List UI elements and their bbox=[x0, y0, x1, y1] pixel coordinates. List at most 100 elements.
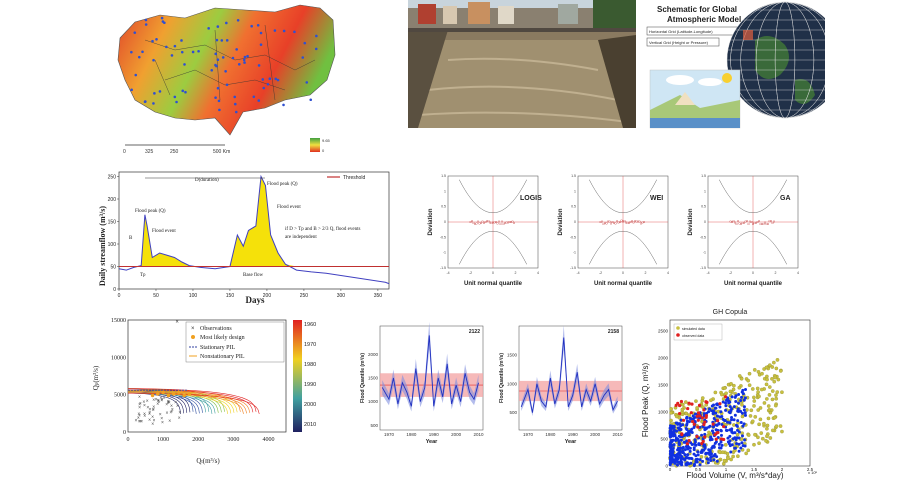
observation-point: × bbox=[168, 400, 171, 406]
simulated-point bbox=[752, 395, 756, 400]
station-dot bbox=[170, 54, 174, 57]
simulated-core-point bbox=[709, 456, 713, 460]
simulated-core-point bbox=[743, 413, 747, 417]
observation-point: × bbox=[140, 419, 143, 425]
deviation-ylabel: Deviation bbox=[688, 208, 694, 235]
observed-point bbox=[680, 433, 684, 437]
observation-point: × bbox=[148, 410, 151, 416]
simulated-core-point bbox=[677, 428, 681, 432]
x-tick-label: 2 bbox=[645, 271, 647, 275]
simulated-point bbox=[731, 387, 736, 392]
simulated-core-point bbox=[674, 436, 678, 440]
x-tick-label: 1990 bbox=[429, 432, 440, 437]
simulated-core-point bbox=[685, 416, 689, 420]
station-dot bbox=[225, 39, 229, 42]
simulated-core-point bbox=[696, 453, 700, 457]
y-tick-label: 500 bbox=[660, 436, 668, 441]
x-tick-label: 2000 bbox=[451, 432, 462, 437]
station-dot bbox=[315, 34, 318, 38]
deviation-ylabel: Deviation bbox=[558, 208, 564, 235]
deviation-point: o bbox=[477, 219, 480, 224]
simulated-core-point bbox=[681, 451, 685, 455]
x-tick-label: -4 bbox=[706, 271, 709, 275]
deviation-point: o bbox=[513, 220, 516, 225]
simulated-point bbox=[695, 406, 699, 410]
observation-point: × bbox=[163, 395, 166, 401]
deviation-point: o bbox=[492, 220, 495, 225]
confidence-upper bbox=[589, 179, 657, 214]
quantile-ci bbox=[521, 325, 618, 417]
svg-text:×: × bbox=[191, 326, 195, 332]
simulated-core-point bbox=[679, 438, 683, 442]
simulated-point bbox=[767, 407, 772, 412]
simulated-core-point bbox=[683, 453, 687, 457]
deviation-point: o bbox=[750, 219, 753, 224]
deviation-point: o bbox=[493, 220, 496, 225]
simulated-core-point bbox=[705, 457, 709, 461]
observed-point bbox=[691, 419, 695, 424]
x-tick-label: 2000 bbox=[192, 437, 204, 443]
observation-point: × bbox=[151, 415, 154, 421]
observed-point bbox=[711, 422, 715, 426]
simulated-core-point bbox=[728, 405, 732, 409]
simulated-core-point bbox=[685, 423, 689, 427]
deviation-point: o bbox=[641, 219, 644, 224]
simulated-core-point bbox=[737, 401, 741, 405]
deviation-xlabel: Unit normal quantile bbox=[464, 281, 523, 287]
observed-point bbox=[696, 418, 700, 422]
observation-point: × bbox=[160, 398, 163, 404]
observed-point bbox=[687, 439, 691, 443]
simulated-point bbox=[765, 397, 769, 401]
simulated-point bbox=[780, 390, 784, 395]
simulated-point bbox=[752, 399, 757, 403]
simulated-point bbox=[765, 423, 770, 428]
x-tick-label: 0 bbox=[492, 271, 494, 275]
station-dot bbox=[237, 62, 241, 66]
simulated-point bbox=[776, 377, 781, 382]
copula-exponent: x 10⁵ bbox=[808, 470, 818, 475]
pil-xlabel: Qt(m³/s) bbox=[196, 457, 220, 465]
simulated-core-point bbox=[672, 428, 676, 432]
simulated-core-point bbox=[707, 407, 711, 411]
observation-point: × bbox=[143, 412, 146, 418]
observation-point: × bbox=[152, 407, 155, 413]
x-tick-label: 4 bbox=[667, 271, 669, 275]
station-dot bbox=[233, 102, 237, 106]
x-tick-label: 2010 bbox=[474, 432, 485, 437]
vertical-grid-label-box bbox=[646, 37, 720, 47]
simulated-point bbox=[735, 432, 740, 437]
simulated-core-point bbox=[711, 409, 715, 413]
y-tick-label: 0 bbox=[444, 220, 446, 224]
station-dot bbox=[252, 95, 256, 99]
simulated-core-point bbox=[692, 452, 696, 456]
confidence-lower bbox=[719, 230, 787, 265]
station-dot bbox=[225, 83, 229, 87]
simulated-point bbox=[767, 385, 772, 389]
copula-legend bbox=[673, 323, 723, 341]
most-likely-design bbox=[187, 392, 192, 396]
copula-legend-item: simulated data bbox=[682, 327, 705, 331]
pil-legend-item: Stationary PIL bbox=[200, 345, 235, 351]
deviation-point: o bbox=[496, 220, 499, 225]
simulated-core-point bbox=[681, 445, 685, 449]
deviation-point: o bbox=[744, 218, 747, 223]
simulated-point bbox=[774, 393, 778, 397]
simulated-point bbox=[669, 410, 673, 415]
simulated-core-point bbox=[730, 395, 734, 399]
copula-title: GH Copula bbox=[713, 309, 748, 316]
pil-curve bbox=[127, 392, 260, 414]
simulated-core-point bbox=[728, 400, 732, 404]
station-dot bbox=[235, 48, 238, 51]
station-dot bbox=[153, 92, 156, 95]
simulated-core-point bbox=[740, 411, 744, 415]
observation-point: × bbox=[146, 399, 149, 405]
station-dot bbox=[220, 39, 224, 42]
simulated-core-point bbox=[689, 417, 693, 421]
y-tick-label: 0.5 bbox=[701, 205, 706, 209]
simulated-core-point bbox=[742, 422, 746, 426]
pil-legend bbox=[185, 321, 285, 363]
station-dot bbox=[144, 18, 148, 22]
x-tick-label: -4 bbox=[576, 271, 579, 275]
deviation-point: o bbox=[511, 219, 514, 224]
simulated-point bbox=[764, 439, 768, 443]
